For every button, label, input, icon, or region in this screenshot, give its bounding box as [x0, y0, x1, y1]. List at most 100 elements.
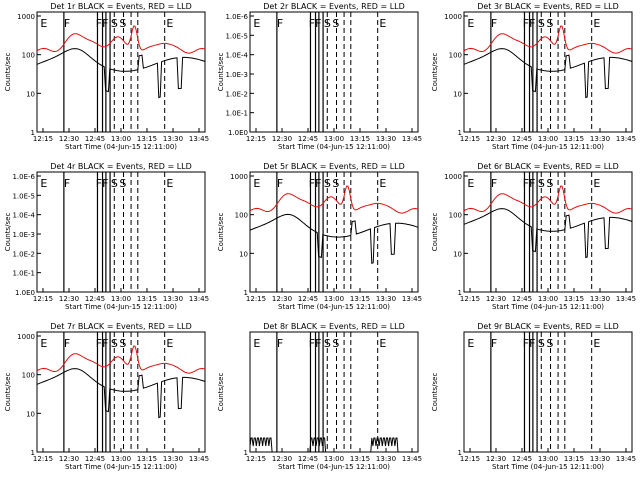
event-marker: FF — [309, 177, 322, 190]
plot-frame — [36, 11, 206, 133]
x-axis-label: Start Time (04-Jun-15 12:11:00) — [65, 143, 177, 151]
event-marker: S — [119, 17, 126, 30]
x-tick-label: 13:00 — [538, 455, 558, 463]
x-tick-label: 13:30 — [590, 295, 610, 303]
event-marker: F — [277, 17, 283, 30]
y-tick-label: 1.0E-6 — [12, 173, 35, 181]
panel-1: Det 1r BLACK = Events, RED = LLD Counts/s… — [4, 2, 209, 151]
event-marker: F — [64, 177, 70, 190]
panel-title: Det 5r BLACK = Events, RED = LLD — [263, 162, 405, 171]
y-tick-label: 1 — [244, 289, 248, 297]
event-marker: S — [546, 17, 553, 30]
y-tick-label: 1.0E-6 — [225, 13, 248, 21]
x-tick-label: 13:00 — [324, 455, 344, 463]
x-tick-label: 12:45 — [298, 455, 318, 463]
event-marker: E — [166, 177, 173, 190]
event-marker: S — [111, 177, 118, 190]
x-tick-label: 13:30 — [376, 295, 396, 303]
event-marker: E — [593, 177, 600, 190]
x-tick-label: 12:30 — [59, 135, 79, 143]
x-tick-label: 12:45 — [85, 135, 105, 143]
x-tick-label: 12:15 — [33, 455, 53, 463]
y-tick-label: 1000 — [230, 173, 248, 181]
x-tick-label: 13:15 — [350, 455, 370, 463]
x-tick-label: 13:45 — [402, 135, 422, 143]
x-tick-label: 13:45 — [616, 455, 636, 463]
y-tick-label: 1.0E-2 — [225, 90, 248, 98]
panel-4: Det 4r BLACK = Events, RED = LLD Counts/s… — [4, 162, 209, 311]
y-axis-label: Counts/sec — [4, 213, 12, 252]
event-marker: E — [593, 17, 600, 30]
event-marker: S — [324, 337, 331, 350]
panel-title: Det 9r BLACK = Events, RED = LLD — [477, 322, 619, 331]
x-tick-label: 13:30 — [163, 455, 183, 463]
event-marker: S — [119, 177, 126, 190]
x-tick-label: 13:45 — [189, 295, 209, 303]
event-marker: FF — [309, 17, 322, 30]
x-tick-label: 13:30 — [163, 135, 183, 143]
x-tick-label: 13:30 — [590, 455, 610, 463]
event-marker: E — [379, 17, 386, 30]
event-marker: E — [40, 177, 47, 190]
x-axis-label: Start Time (04-Jun-15 12:11:00) — [278, 303, 390, 311]
y-tick-label: 10 — [453, 250, 462, 258]
x-tick-label: 12:30 — [272, 295, 292, 303]
x-tick-label: 12:30 — [59, 295, 79, 303]
event-marker: S — [119, 337, 126, 350]
y-tick-label: 100 — [22, 52, 35, 60]
event-marker: FF — [96, 337, 109, 350]
y-tick-label: 100 — [235, 212, 248, 220]
y-axis-label: Counts/sec — [431, 53, 439, 92]
x-tick-label: 12:15 — [460, 135, 480, 143]
event-marker: F — [277, 337, 283, 350]
x-tick-label: 13:45 — [616, 295, 636, 303]
y-tick-label: 10 — [26, 90, 35, 98]
panel-title: Det 4r BLACK = Events, RED = LLD — [50, 162, 192, 171]
event-marker: FF — [523, 177, 536, 190]
x-tick-label: 12:15 — [460, 455, 480, 463]
y-tick-label: 1 — [458, 289, 462, 297]
x-tick-label: 12:45 — [85, 295, 105, 303]
x-axis-label: Start Time (04-Jun-15 12:11:00) — [492, 143, 604, 151]
x-tick-label: 13:45 — [402, 295, 422, 303]
event-marker: F — [64, 337, 70, 350]
y-tick-label: 1.0E-1 — [225, 110, 248, 118]
panel-title: Det 1r BLACK = Events, RED = LLD — [50, 2, 192, 11]
y-axis-label: Counts/sec — [431, 373, 439, 412]
event-marker: S — [538, 337, 545, 350]
event-marker: E — [467, 17, 474, 30]
y-tick-label: 1 — [244, 449, 248, 457]
y-tick-label: 100 — [449, 52, 462, 60]
series-events — [36, 48, 206, 99]
x-axis-label: Start Time (04-Jun-15 12:11:00) — [65, 303, 177, 311]
event-marker: E — [467, 337, 474, 350]
y-tick-label: 1 — [31, 129, 35, 137]
x-tick-label: 13:45 — [402, 455, 422, 463]
event-marker: F — [491, 177, 497, 190]
panel-7: Det 7r BLACK = Events, RED = LLD Counts/s… — [4, 322, 209, 471]
panel-title: Det 2r BLACK = Events, RED = LLD — [263, 2, 405, 11]
x-tick-label: 13:30 — [376, 135, 396, 143]
panel-title: Det 3r BLACK = Events, RED = LLD — [477, 2, 619, 11]
x-tick-label: 12:30 — [486, 135, 506, 143]
x-axis-label: Start Time (04-Jun-15 12:11:00) — [492, 463, 604, 471]
event-marker: E — [40, 17, 47, 30]
event-marker: S — [324, 17, 331, 30]
x-tick-label: 12:15 — [460, 295, 480, 303]
y-axis-label: Counts/sec — [217, 373, 225, 412]
series-events — [463, 48, 633, 99]
event-marker: S — [111, 337, 118, 350]
panel-6: Det 6r BLACK = Events, RED = LLD Counts/s… — [431, 162, 636, 311]
y-tick-label: 1 — [458, 129, 462, 137]
x-tick-label: 12:30 — [272, 135, 292, 143]
x-tick-label: 12:15 — [33, 135, 53, 143]
series-events — [249, 437, 418, 453]
x-tick-label: 13:00 — [538, 135, 558, 143]
y-axis-label: Counts/sec — [4, 373, 12, 412]
x-tick-label: 13:15 — [564, 135, 584, 143]
y-tick-label: 10 — [239, 250, 248, 258]
x-tick-label: 12:45 — [298, 135, 318, 143]
x-tick-label: 13:45 — [189, 455, 209, 463]
y-tick-label: 1.0E-4 — [12, 212, 35, 220]
